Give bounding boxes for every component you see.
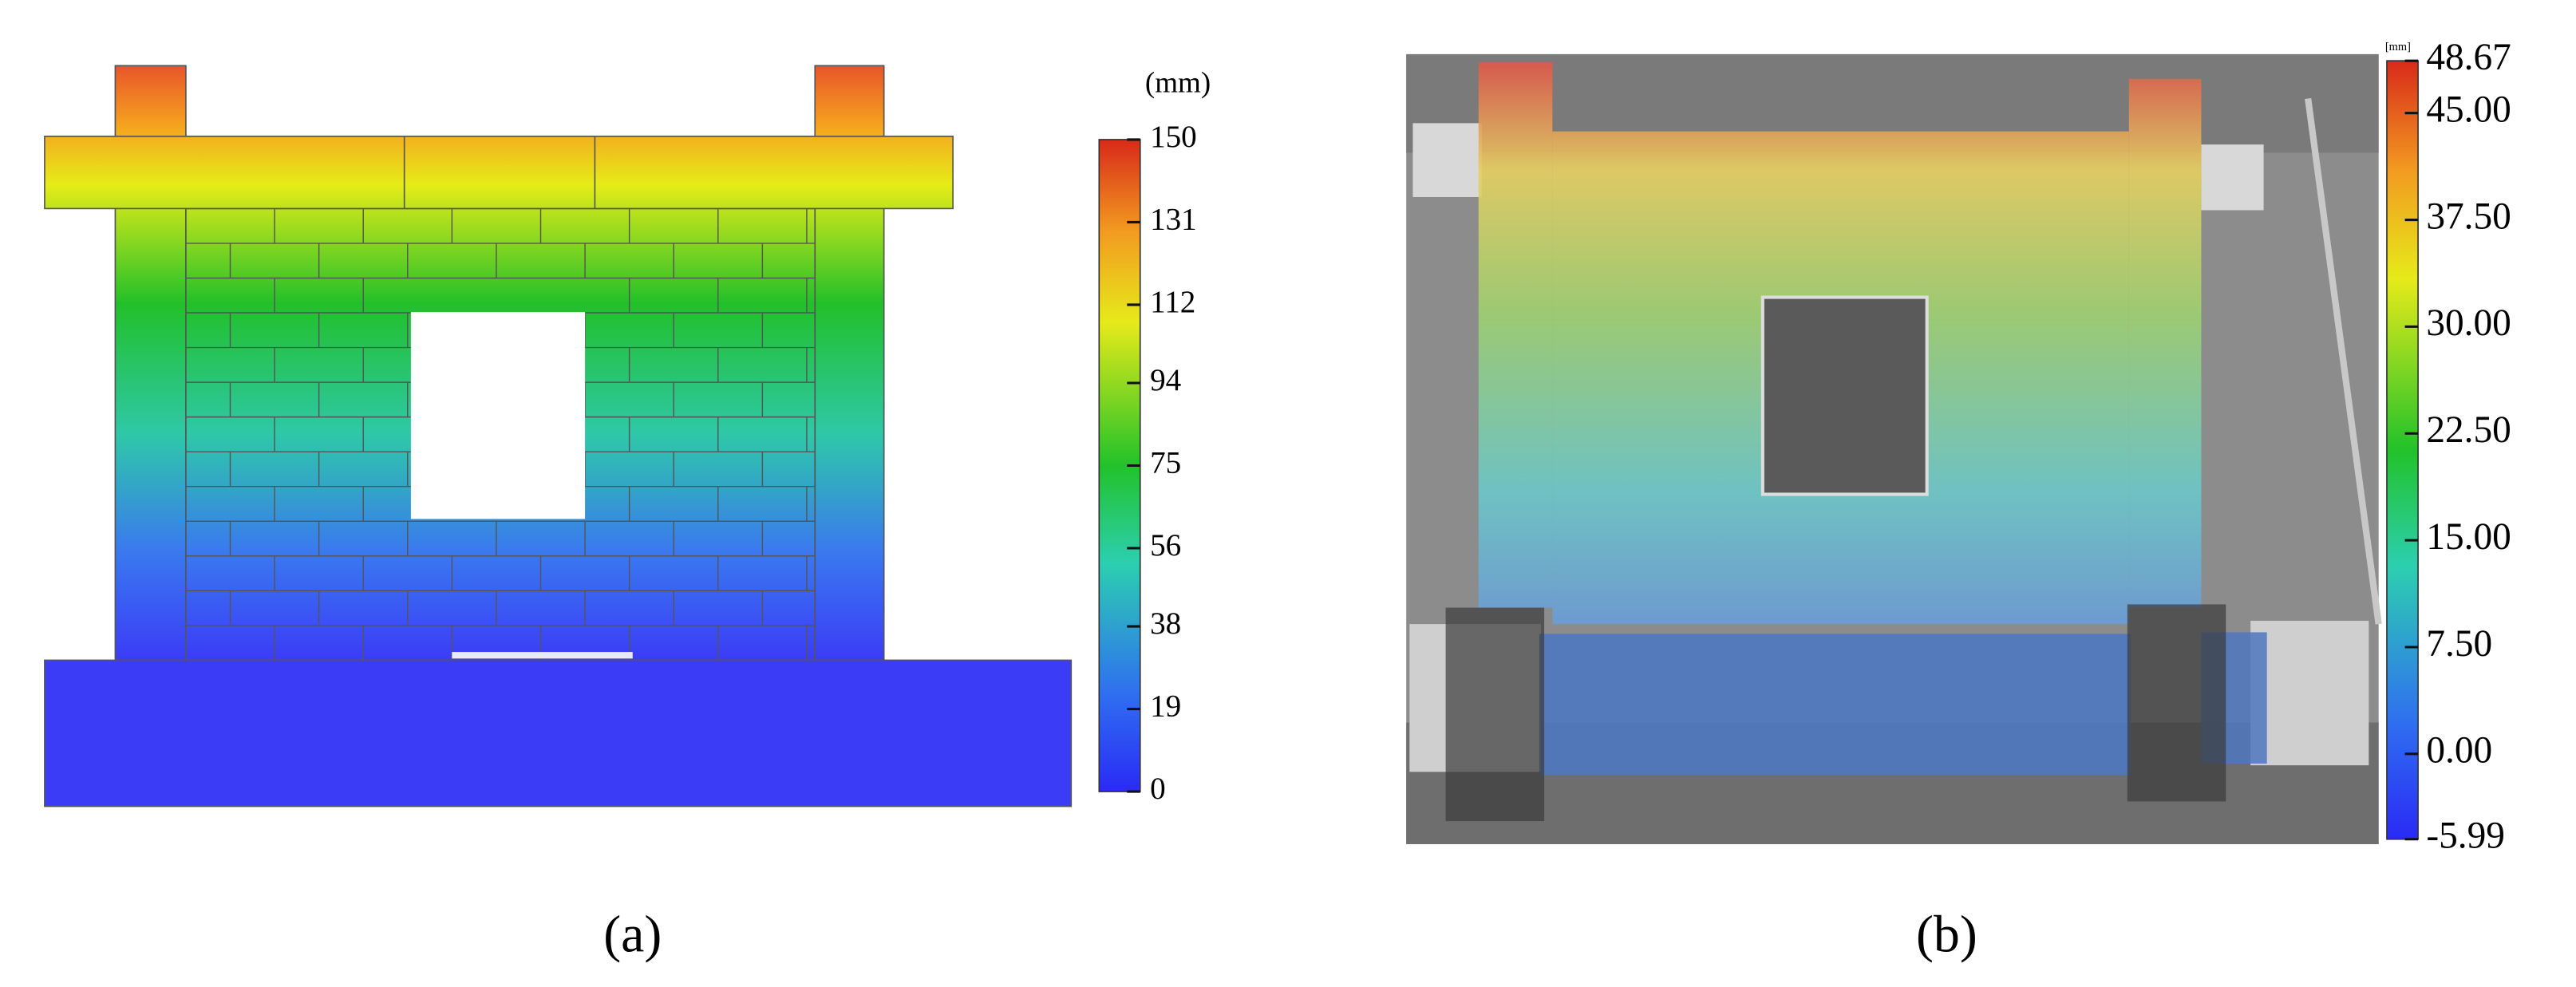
colorbar-tick-label: 94	[1150, 363, 1181, 397]
colorbar-tick-label: 15.00	[2426, 516, 2511, 558]
colorbar-a: (mm) 0 19 38 56 75 94 112 131 150	[1098, 67, 1211, 806]
colorbar-tick-label: -5.99	[2426, 815, 2505, 857]
colorbar-tick-label: 22.50	[2426, 409, 2511, 451]
colorbar-tick-label: 0.00	[2426, 730, 2492, 772]
colorbar-b: [mm] -5.99 0.00 7.50 15.00 22.50 30.00 37.50 45.…	[2385, 37, 2511, 857]
colorbar-tick-label: 7.50	[2426, 623, 2492, 665]
colorbar-scale	[2386, 60, 2419, 840]
colorbar-tick-label: 75	[1150, 445, 1181, 480]
colorbar-tick-label: 45.00	[2426, 89, 2511, 131]
panel-caption: (a)	[603, 905, 662, 963]
colorbar-tick-label: 112	[1150, 285, 1195, 319]
colorbar-tick-label: 48.67	[2426, 37, 2511, 78]
colorbar-tick-label: 38	[1150, 606, 1181, 641]
fem-model	[44, 65, 1073, 807]
colorbar-unit: [mm]	[2385, 41, 2411, 53]
dic-photo	[1406, 53, 2382, 844]
colorbar-tick-label: 0	[1150, 772, 1166, 806]
colorbar-tick-label: 131	[1150, 202, 1197, 236]
colorbar-tick-label: 56	[1150, 528, 1181, 563]
colorbar-tick-label: 37.50	[2426, 195, 2511, 237]
panel-caption: (b)	[1916, 905, 1977, 963]
colorbar-tick-label: 150	[1150, 120, 1197, 154]
colorbar-tick-label: 30.00	[2426, 302, 2511, 344]
colorbar-tick-label: 19	[1150, 689, 1181, 724]
colorbar-unit: (mm)	[1145, 67, 1211, 100]
